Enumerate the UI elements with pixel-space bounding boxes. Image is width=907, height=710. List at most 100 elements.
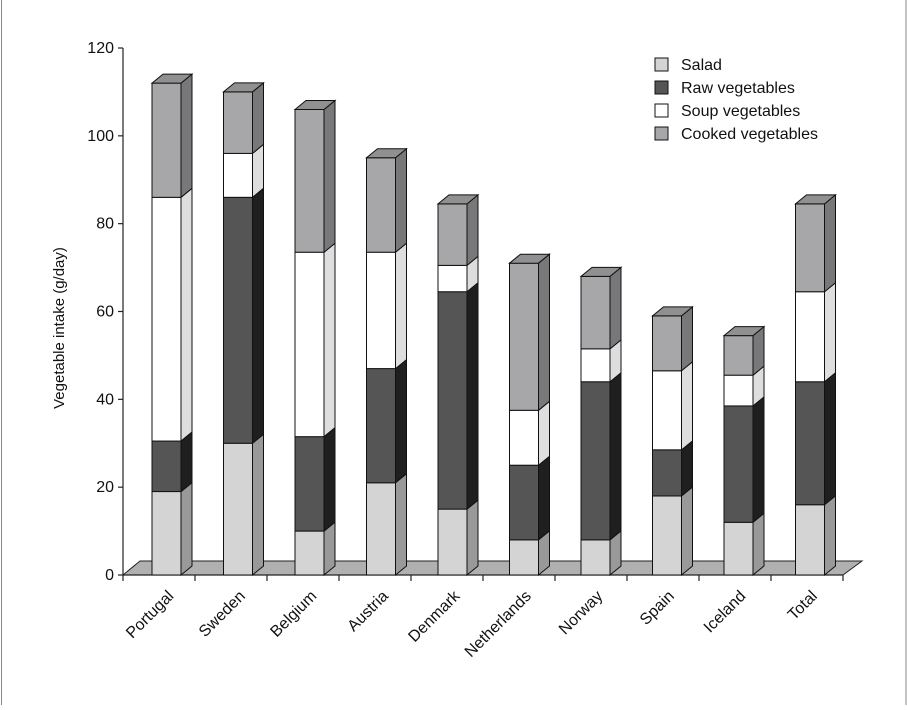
bar-segment-iceland-salad <box>723 521 754 576</box>
x-tick-label-total: Total <box>785 588 821 624</box>
bar-segment-belgium-soup-vegetables-side <box>323 242 336 438</box>
bar-segment-netherlands-soup-vegetables <box>509 409 539 466</box>
bar-segment-portugal-soup-vegetables <box>151 196 182 442</box>
bar-segment-portugal-cooked-vegetables <box>151 82 182 198</box>
bar-segment-spain-raw-vegetables <box>652 449 682 497</box>
y-tick-label: 0 <box>105 567 114 584</box>
y-tick-label: 60 <box>96 304 114 321</box>
bar-segment-belgium-raw-vegetables <box>294 436 325 532</box>
bar-segment-spain-soup-vegetables <box>652 370 682 451</box>
bar-segment-belgium-cooked-vegetables <box>294 108 325 253</box>
bar-segment-austria-cooked-vegetables-top <box>365 148 408 159</box>
legend-swatch-salad <box>654 57 669 72</box>
x-tick-label-denmark: Denmark <box>405 587 464 646</box>
x-axis <box>122 574 844 581</box>
bar-segment-belgium-salad <box>294 530 325 576</box>
bar-segment-spain-salad-side <box>681 485 693 577</box>
bar-segment-austria-salad <box>366 482 396 576</box>
bar-spain <box>651 305 694 577</box>
bar-segment-norway-raw-vegetables <box>580 381 611 541</box>
bar-segment-sweden-raw-vegetables <box>223 196 253 444</box>
bar-segment-total-raw-vegetables <box>795 381 825 506</box>
bar-segment-total-soup-vegetables <box>795 291 825 383</box>
x-tick-label-norway: Norway <box>556 588 606 638</box>
bar-segment-spain-cooked-vegetables-side <box>681 305 693 372</box>
bar-segment-denmark-cooked-vegetables-side <box>466 193 479 267</box>
bar-segment-total-cooked-vegetables <box>795 203 825 293</box>
bar-segment-belgium-raw-vegetables-side <box>323 426 336 533</box>
x-tick-label-austria: Austria <box>345 588 392 635</box>
bar-segment-sweden-salad <box>223 442 253 576</box>
bar-segment-spain-cooked-vegetables-top <box>651 306 694 317</box>
bar-segment-austria-raw-vegetables-side <box>395 358 407 484</box>
y-tick-label: 20 <box>96 479 114 496</box>
legend-label-salad: Salad <box>681 57 722 74</box>
bar-segment-austria-soup-vegetables <box>366 251 396 370</box>
bar-segment-spain-cooked-vegetables <box>652 315 682 372</box>
bar-segment-norway-cooked-vegetables-side <box>609 266 622 350</box>
legend-swatch-soup-vegetables <box>654 103 669 118</box>
bar-segment-austria-cooked-vegetables-side <box>395 147 407 254</box>
bar-segment-denmark-soup-vegetables <box>437 264 468 293</box>
bar-segment-portugal-raw-vegetables <box>151 440 182 493</box>
x-tick-label-iceland: Iceland <box>701 588 750 637</box>
bar-segment-sweden-raw-vegetables-side <box>252 187 264 445</box>
bar-segment-total-soup-vegetables-side <box>824 281 836 383</box>
bar-total <box>794 193 837 577</box>
legend-swatch-raw-vegetables <box>654 80 669 95</box>
bar-segment-iceland-soup-vegetables <box>723 374 754 407</box>
bar-segment-denmark-salad <box>437 508 468 576</box>
bar-segment-portugal-soup-vegetables-side <box>180 187 193 443</box>
bar-segment-iceland-cooked-vegetables-top <box>722 326 766 337</box>
bar-segment-spain-salad <box>652 495 682 576</box>
bar-segment-sweden-salad-side <box>252 433 264 577</box>
y-tick-label: 40 <box>96 391 114 408</box>
bars <box>150 73 837 577</box>
bar-segment-total-cooked-vegetables-top <box>794 194 837 205</box>
bar-segment-norway-soup-vegetables <box>580 348 611 383</box>
y-tick-label: 120 <box>87 40 114 57</box>
bar-sweden <box>222 81 265 577</box>
legend-label-cooked-vegetables: Cooked vegetables <box>681 126 818 143</box>
bar-segment-denmark-cooked-vegetables-top <box>436 194 480 205</box>
bar-segment-austria-raw-vegetables <box>366 368 396 484</box>
bar-segment-belgium-cooked-vegetables-top <box>293 99 337 110</box>
bar-segment-sweden-cooked-vegetables-top <box>222 82 265 93</box>
bar-segment-iceland-salad-side <box>752 512 765 577</box>
bar-segment-netherlands-cooked-vegetables <box>509 262 539 411</box>
bar-segment-sweden-cooked-vegetables-side <box>252 81 264 155</box>
bar-segment-sweden-soup-vegetables <box>223 152 253 198</box>
bar-segment-spain-soup-vegetables-side <box>681 360 693 451</box>
bar-segment-portugal-salad-side <box>180 481 193 577</box>
y-tick-label: 80 <box>96 216 114 233</box>
bar-netherlands <box>508 253 551 577</box>
x-tick-label-netherlands: Netherlands <box>462 588 535 661</box>
x-tick-labels: Portugal Sweden Belgium Austria DenmarkNethe… <box>123 587 821 661</box>
bar-segment-norway-raw-vegetables-side <box>609 371 622 541</box>
bar-segment-total-cooked-vegetables-side <box>824 193 836 293</box>
x-tick-label-portugal: Portugal <box>123 588 177 642</box>
bar-norway <box>579 266 623 577</box>
bar-segment-denmark-raw-vegetables <box>437 291 468 510</box>
bar-segment-total-raw-vegetables-side <box>824 371 836 506</box>
bar-belgium <box>293 99 337 577</box>
bar-segment-norway-cooked-vegetables <box>580 275 611 350</box>
bar-segment-denmark-salad-side <box>466 499 479 577</box>
bar-segment-netherlands-salad <box>509 539 539 576</box>
bar-segment-portugal-salad <box>151 491 182 576</box>
y-tick-label: 100 <box>87 128 114 145</box>
bar-segment-norway-cooked-vegetables-top <box>579 266 623 277</box>
bar-segment-belgium-cooked-vegetables-side <box>323 99 336 254</box>
bar-segment-iceland-raw-vegetables <box>723 405 754 523</box>
bar-segment-sweden-cooked-vegetables <box>223 91 253 154</box>
y-axis-label: Vegetable intake (g/day) <box>51 247 68 409</box>
legend-label-raw-vegetables: Raw vegetables <box>681 80 795 97</box>
bar-segment-iceland-cooked-vegetables <box>723 335 754 376</box>
bar-segment-portugal-raw-vegetables-side <box>180 430 193 493</box>
x-tick-label-belgium: Belgium <box>267 588 320 641</box>
bar-segment-netherlands-cooked-vegetables-side <box>538 253 550 412</box>
legend-swatch-cooked-vegetables <box>654 126 669 141</box>
bar-segment-total-salad <box>795 504 825 576</box>
bar-iceland <box>722 325 766 577</box>
